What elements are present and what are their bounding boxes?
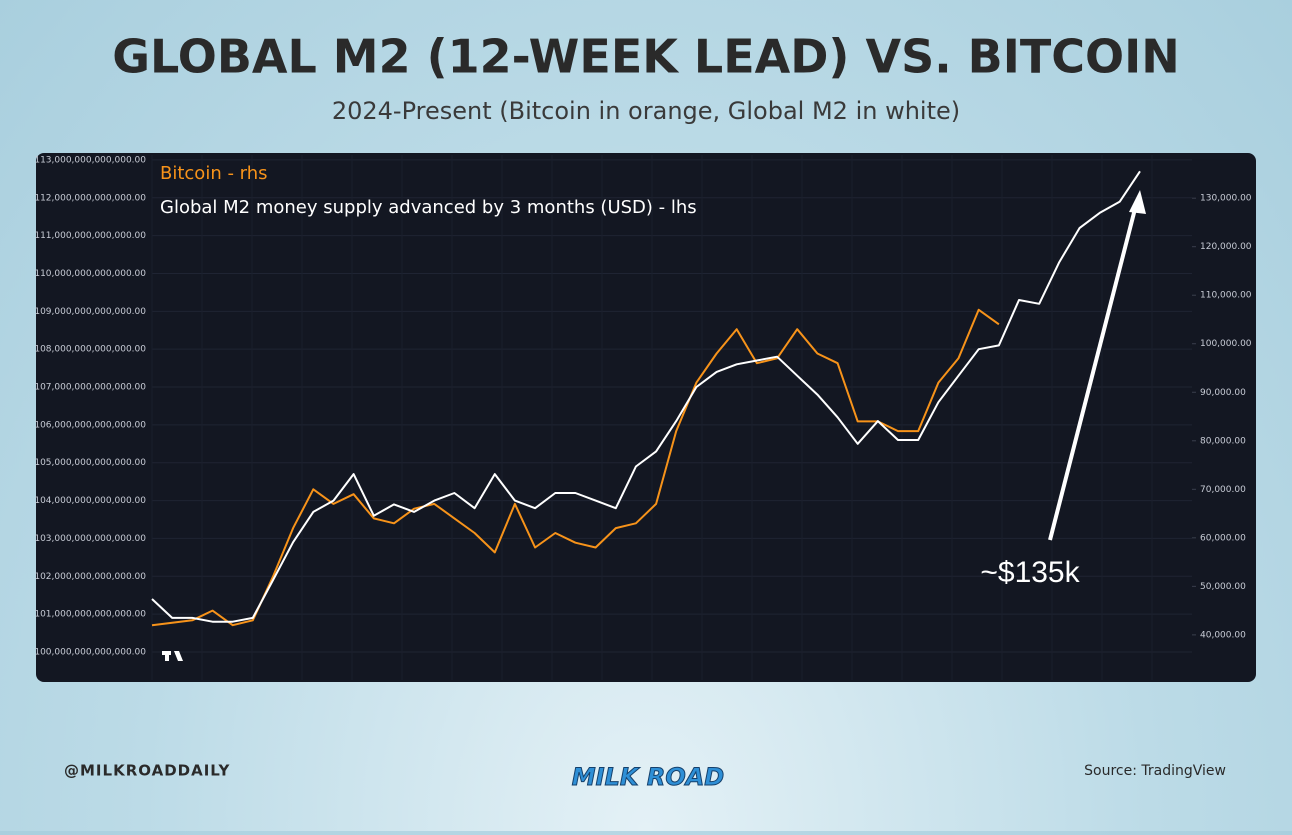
arrow <box>1048 204 1138 541</box>
y-tick-label: 106,000,000,000,000.00 <box>34 420 146 430</box>
y2-tick-label: 80,000.00 <box>1200 436 1246 446</box>
y-tick-label: 108,000,000,000,000.00 <box>34 345 146 355</box>
y-tick-label: 111,000,000,000,000.00 <box>34 231 146 241</box>
y2-tick-label: 40,000.00 <box>1200 630 1246 640</box>
arrow-head <box>1129 190 1146 214</box>
y-tick-label: 107,000,000,000,000.00 <box>34 383 146 393</box>
subtitle: 2024-Present (Bitcoin in orange, Global … <box>332 97 960 125</box>
y2-tick-label: 110,000.00 <box>1200 291 1252 301</box>
y-tick-label: 104,000,000,000,000.00 <box>34 496 146 506</box>
y2-tick-label: 60,000.00 <box>1200 533 1246 543</box>
y-tick-label: 113,000,000,000,000.00 <box>34 155 146 165</box>
y-tick-label: 100,000,000,000,000.00 <box>34 647 146 657</box>
handle: @MILKROADDAILY <box>64 762 231 780</box>
y-tick-label: 103,000,000,000,000.00 <box>34 534 146 544</box>
annotation: ~$135k <box>980 556 1080 589</box>
y-tick-label: 109,000,000,000,000.00 <box>34 307 146 317</box>
logo: MILK ROAD <box>572 763 724 791</box>
y2-tick-label: 70,000.00 <box>1200 485 1246 495</box>
y-tick-label: 102,000,000,000,000.00 <box>34 572 146 582</box>
y-tick-label: 105,000,000,000,000.00 <box>34 458 146 468</box>
title: GLOBAL M2 (12-WEEK LEAD) VS. BITCOIN <box>112 30 1179 84</box>
tv-logo <box>162 651 183 661</box>
y-tick-label: 112,000,000,000,000.00 <box>34 193 146 203</box>
y2-tick-label: 120,000.00 <box>1200 242 1252 252</box>
source: Source: TradingView <box>1084 763 1226 779</box>
y-tick-label: 110,000,000,000,000.00 <box>34 269 146 279</box>
y2-tick-label: 130,000.00 <box>1200 194 1252 204</box>
legend-m2: Global M2 money supply advanced by 3 mon… <box>160 197 697 218</box>
chart-panel <box>36 153 1256 682</box>
y2-tick-label: 100,000.00 <box>1200 339 1252 349</box>
series-line <box>151 170 1141 623</box>
series-line <box>151 308 1000 627</box>
legend-bitcoin: Bitcoin - rhs <box>160 163 268 184</box>
y2-tick-label: 50,000.00 <box>1200 582 1246 592</box>
y2-tick-label: 90,000.00 <box>1200 388 1246 398</box>
y-tick-label: 101,000,000,000,000.00 <box>34 610 146 620</box>
